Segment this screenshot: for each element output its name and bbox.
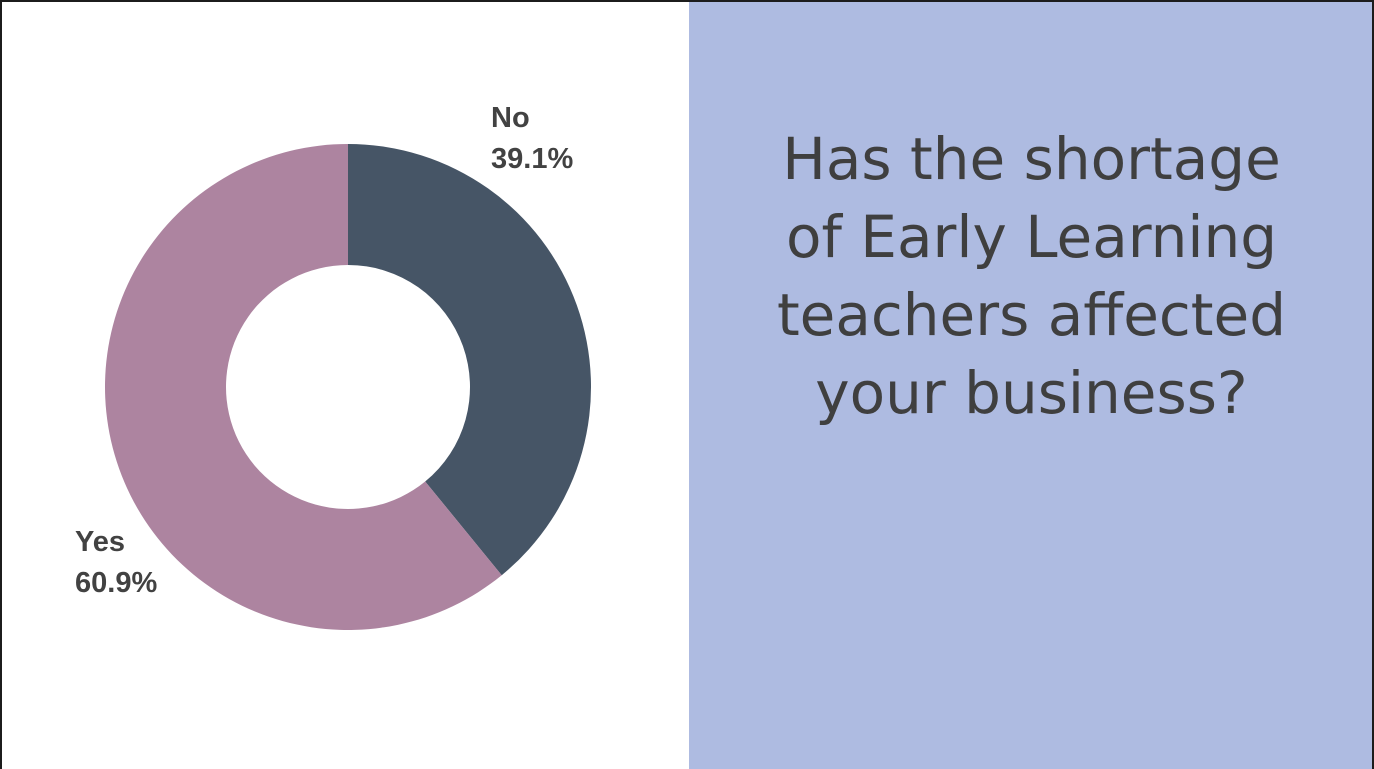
donut-slice-no [348,144,591,576]
slice-label-yes-name: Yes [75,526,125,558]
chart-panel: No 39.1% Yes 60.9% [2,2,689,769]
donut-slice-yes [104,144,502,630]
question-line-3: teachers affected [776,281,1287,349]
slice-label-no-name: No [491,102,530,134]
question-title: Has the shortage of Early Learning teach… [689,120,1372,432]
slice-label-yes-value: 60.9% [75,567,157,599]
question-line-1: Has the shortage [782,125,1281,193]
slice-label-no-value: 39.1% [491,143,573,175]
question-line-4: your business? [815,359,1248,427]
donut-chart: No 39.1% Yes 60.9% [75,102,591,630]
question-line-2: of Early Learning [785,203,1278,271]
question-panel: Has the shortage of Early Learning teach… [689,2,1372,769]
